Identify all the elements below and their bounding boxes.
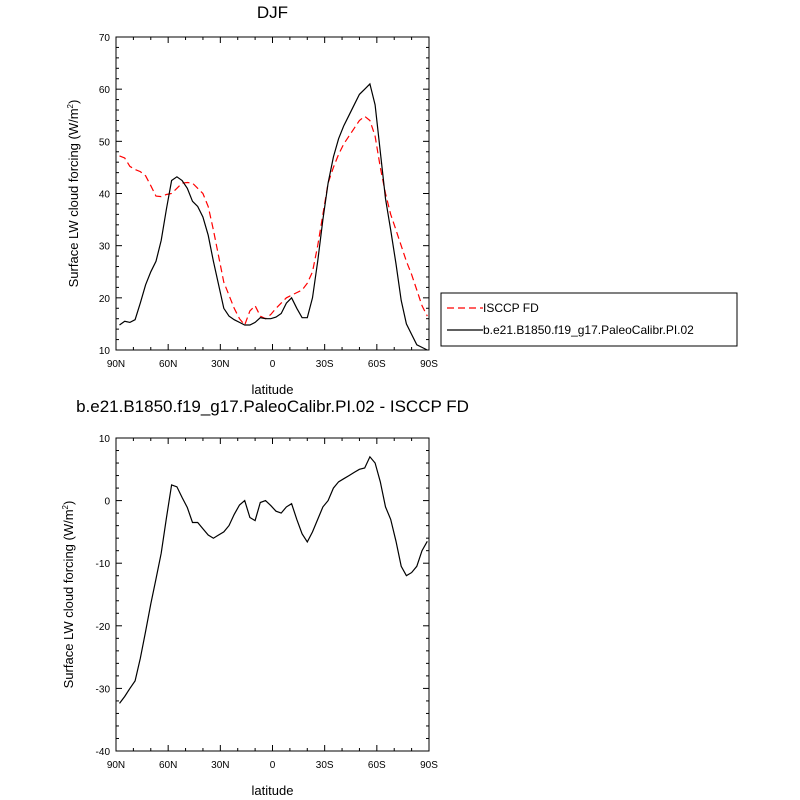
plot-frame [115,437,430,752]
legend-label-0: ISCCP FD [483,301,539,315]
x-axis-label: latitude [252,783,294,798]
x-tick-label: 30S [316,760,334,771]
x-tick-label: 60S [368,760,386,771]
series-line-0 [119,115,428,327]
y-tick-label: -20 [96,622,111,633]
y-tick-label: 50 [99,137,111,148]
y-axis-label: Surface LW cloud forcing (W/m2) [61,501,76,689]
y-tick-label: 60 [99,85,111,96]
y-tick-label: 40 [99,190,111,201]
y-axis-label-close: ) [61,501,76,505]
legend-label-1: b.e21.B1850.f19_g17.PaleoCalibr.PI.02 [483,323,694,337]
x-tick-label: 0 [270,359,276,370]
x-tick-label: 90N [107,359,125,370]
bottom-panel: b.e21.B1850.f19_g17.PaleoCalibr.PI.02 - … [61,397,469,798]
y-tick-label: -40 [96,747,111,758]
x-tick-label: 60N [159,760,177,771]
x-tick-label: 30S [316,359,334,370]
x-tick-label: 90N [107,760,125,771]
y-tick-label: 20 [99,294,111,305]
y-tick-label: 30 [99,242,111,253]
x-tick-label: 30N [211,359,229,370]
x-tick-label: 90S [420,359,438,370]
x-tick-label: 60N [159,359,177,370]
x-axis-label: latitude [252,382,294,397]
series-line-0 [119,455,428,704]
top-panel: DJF 90N 60N 30N 0 30S 60S 90S 10 20 30 40 50 60 70 lati… [66,3,738,397]
y-axis-label-text: Surface LW cloud forcing (W/m [61,509,76,688]
y-tick-label: 0 [104,497,110,508]
y-axis-label-sup: 2 [61,504,70,509]
series-line-1 [119,82,428,351]
y-tick-label: 10 [99,346,111,357]
x-tick-label: 30N [211,760,229,771]
y-axis-label: Surface LW cloud forcing (W/m2) [66,100,81,288]
chart-title: b.e21.B1850.f19_g17.PaleoCalibr.PI.02 - … [76,397,469,416]
y-axis-label-close: ) [66,100,81,104]
y-tick-label: -30 [96,684,111,695]
x-tick-label: 0 [270,760,276,771]
x-tick-label: 60S [368,359,386,370]
x-tick-label: 90S [420,760,438,771]
y-tick-label: -10 [96,559,111,570]
y-tick-label: 10 [99,434,111,445]
plot-frame [115,36,430,351]
y-axis-label-sup: 2 [66,103,75,108]
chart-title: DJF [257,3,288,22]
y-axis-label-text: Surface LW cloud forcing (W/m [66,108,81,287]
legend-box [440,292,738,347]
y-tick-label: 70 [99,33,111,44]
